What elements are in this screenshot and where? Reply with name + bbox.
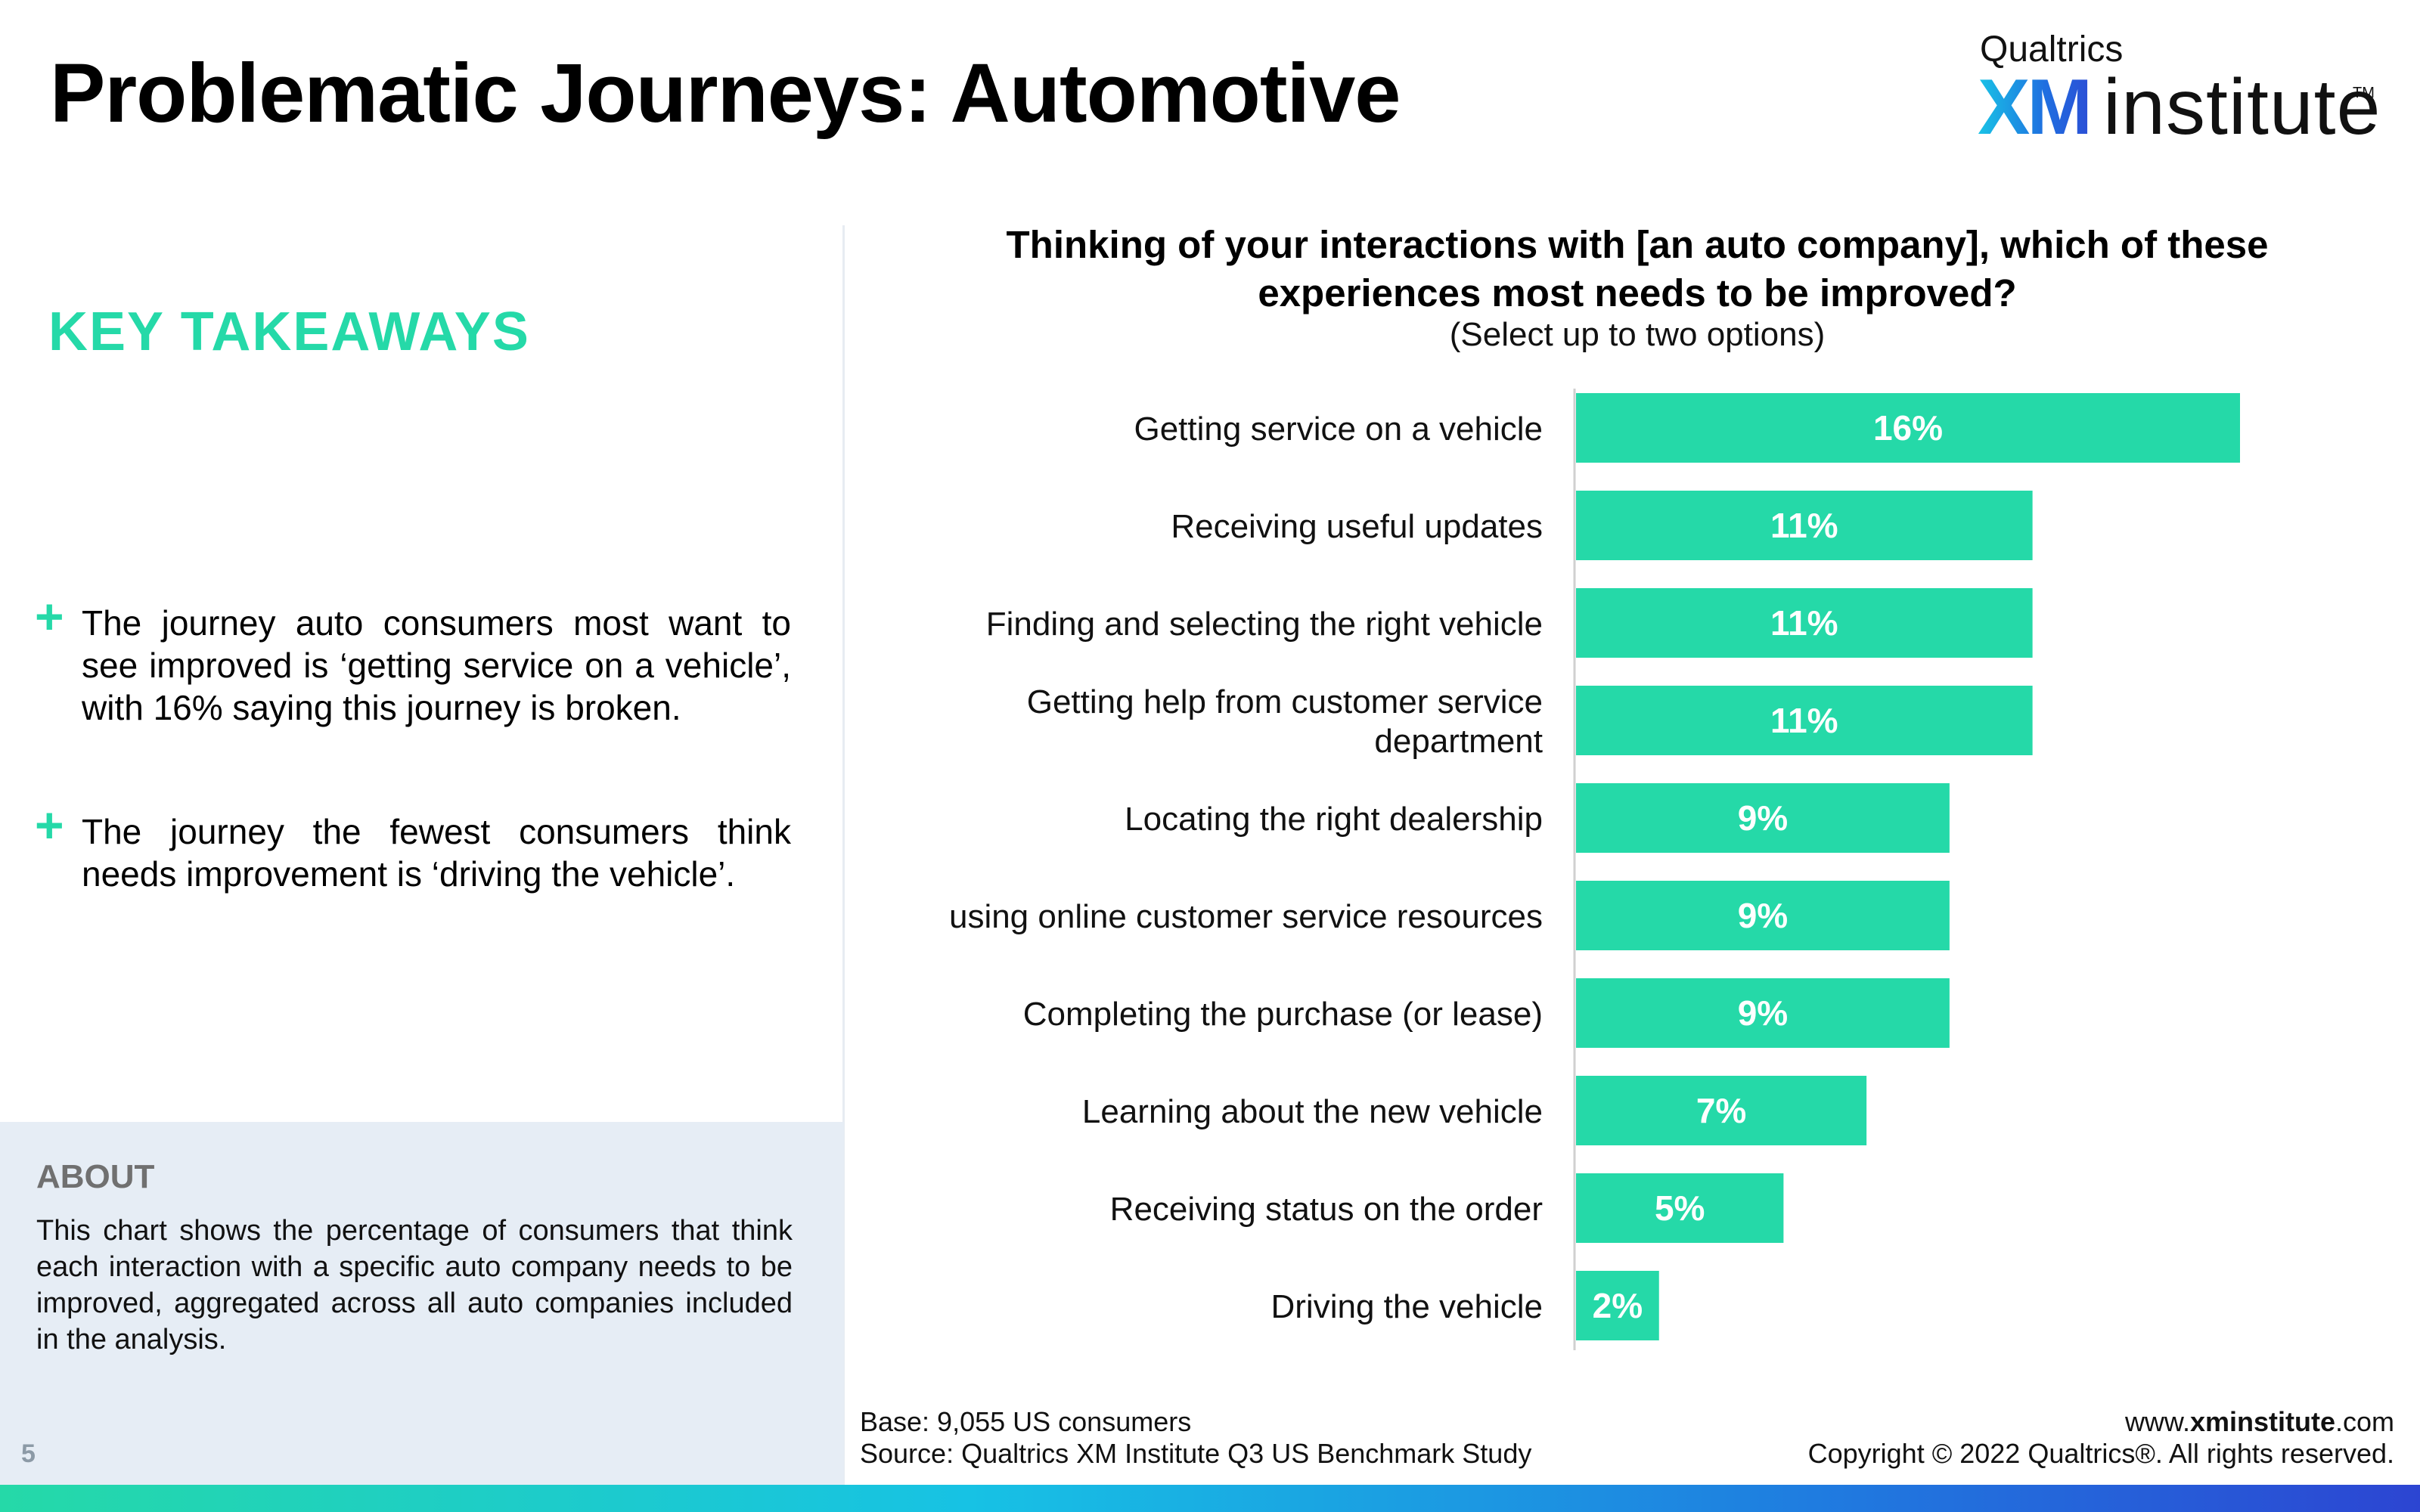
category-label: Learning about the new vehicle (1082, 1093, 1543, 1130)
category-label: Receiving useful updates (1171, 508, 1543, 545)
bar-value-label: 11% (1770, 701, 1838, 740)
bar-value-label: 2% (1593, 1286, 1643, 1325)
bar-value-label: 11% (1770, 603, 1838, 643)
category-label: Finding and selecting the right vehicle (986, 606, 1543, 643)
chart-title: Thinking of your interactions with [an a… (1006, 223, 2269, 314)
bar-value-label: 9% (1738, 993, 1788, 1033)
logo-qualtrics-text: Qualtrics (1980, 29, 2124, 70)
logo-institute-text: institute (2103, 64, 2381, 151)
footnote-left: Base: 9,055 US consumers Source: Qualtri… (860, 1406, 1531, 1470)
plus-icon: + (35, 797, 64, 853)
bar-value-label: 9% (1738, 896, 1788, 935)
page-number: 5 (21, 1439, 36, 1468)
takeaway-item: + The journey the fewest consumers think… (35, 800, 791, 895)
copyright-note: Copyright © 2022 Qualtrics®. All rights … (1807, 1438, 2394, 1469)
about-text: This chart shows the percentage of consu… (36, 1215, 793, 1356)
bar-value-label: 7% (1696, 1091, 1746, 1130)
page-title: Problematic Journeys: Automotive (50, 47, 1401, 140)
key-takeaways-heading: KEY TAKEAWAYS (48, 302, 530, 362)
footnote-right: www.xminstitute.com Copyright © 2022 Qua… (1808, 1406, 2394, 1470)
about-panel: ABOUT This chart shows the percentage of… (0, 1122, 844, 1485)
takeaway-text: The journey auto consumers most want to … (82, 603, 791, 727)
url-prefix: www. (2124, 1406, 2190, 1437)
category-label: Completing the purchase (or lease) (1023, 996, 1543, 1033)
category-label: Driving the vehicle (1271, 1288, 1544, 1325)
bar (1576, 1173, 1784, 1243)
bar-chart: 16% Getting service on a vehicle 11% Receiv… (949, 389, 2240, 1350)
takeaway-item: + The journey auto consumers most want t… (35, 591, 791, 729)
plus-icon: + (35, 588, 64, 644)
bar (1576, 393, 2240, 463)
bottom-gradient-bar (0, 1485, 2420, 1512)
website-link[interactable]: www.xminstitute.com (1808, 1406, 2394, 1438)
bar (1576, 1271, 1659, 1340)
base-note: Base: 9,055 US consumers (860, 1406, 1192, 1437)
bar (1576, 491, 2033, 560)
category-label: Getting help from customer service depart… (1027, 683, 1543, 760)
url-suffix: .com (2335, 1406, 2394, 1437)
bar (1576, 881, 1950, 950)
about-heading: ABOUT (36, 1158, 155, 1195)
bar (1576, 686, 2033, 755)
takeaway-text: The journey the fewest consumers think n… (82, 812, 791, 894)
bar (1576, 1076, 1867, 1145)
logo-xm-text: XM (1978, 64, 2093, 151)
category-label: using online customer service resources (949, 898, 1543, 935)
bar-value-label: 11% (1770, 506, 1838, 545)
bar (1576, 978, 1950, 1048)
bar (1576, 783, 1950, 853)
source-note: Source: Qualtrics XM Institute Q3 US Ben… (860, 1438, 1532, 1469)
category-label: Receiving status on the order (1110, 1191, 1543, 1228)
category-label: Locating the right dealership (1125, 801, 1543, 838)
bar-value-label: 5% (1655, 1188, 1705, 1228)
xm-institute-logo: Qualtrics XM institute TM (1978, 29, 2380, 147)
bar (1576, 588, 2033, 658)
chart-subtitle: (Select up to two options) (1449, 316, 1826, 353)
bar-value-label: 16% (1873, 408, 1943, 448)
category-label: Getting service on a vehicle (1134, 411, 1543, 448)
column-divider (842, 225, 845, 1485)
logo-trademark: TM (2353, 85, 2375, 101)
bar-value-label: 9% (1738, 798, 1788, 838)
url-bold: xminstitute (2189, 1406, 2335, 1437)
